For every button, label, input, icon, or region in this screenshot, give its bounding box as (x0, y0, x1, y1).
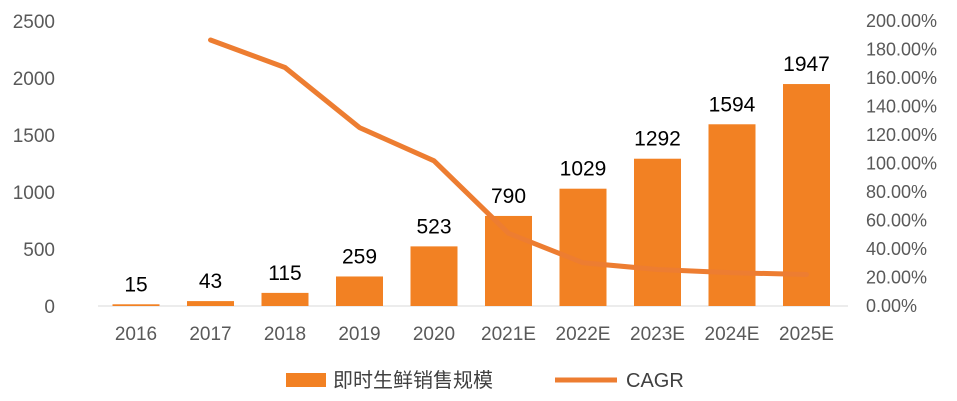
right-tick-label: 40.00% (866, 239, 927, 259)
left-tick-label: 1500 (13, 126, 55, 147)
bar-value-label: 790 (491, 185, 526, 208)
left-tick-label: 1000 (13, 183, 55, 204)
right-tick-label: 200.00% (866, 11, 937, 31)
bar-value-label: 1594 (709, 93, 756, 116)
x-tick-label: 2016 (115, 324, 157, 345)
bars (112, 84, 830, 307)
left-tick-label: 500 (23, 240, 55, 261)
bar-value-label: 15 (124, 273, 147, 296)
x-tick-label: 2020 (413, 324, 455, 345)
bar-value-label: 1292 (634, 128, 681, 151)
right-tick-label: 140.00% (866, 97, 937, 117)
bar-value-label: 115 (268, 262, 301, 285)
x-axis-labels: 2016 2017 2018 2019 2020 2021E 2022E 2023E 2024E… (115, 324, 834, 345)
x-tick-label: 2017 (189, 324, 231, 345)
cagr-line (208, 37, 809, 277)
bar-value-label: 1029 (560, 158, 607, 181)
bar-2024E (708, 124, 756, 306)
bar-2018 (261, 292, 309, 306)
x-tick-label: 2022E (556, 324, 611, 345)
x-tick-label: 2019 (338, 324, 380, 345)
right-tick-label: 60.00% (866, 211, 927, 231)
right-tick-label: 180.00% (866, 40, 937, 60)
x-tick-label: 2021E (481, 324, 536, 345)
bar-value-label: 523 (416, 215, 451, 238)
right-tick-label: 80.00% (866, 182, 927, 202)
bar-value-label: 259 (342, 245, 377, 268)
legend-line-label: CAGR (626, 370, 684, 392)
right-tick-label: 120.00% (866, 125, 937, 145)
right-tick-label: 0.00% (866, 296, 917, 316)
right-tick-label: 100.00% (866, 154, 937, 174)
left-tick-label: 2000 (13, 69, 55, 90)
right-axis: 0.00% 20.00% 40.00% 60.00% 80.00% 100.00% 120.… (866, 11, 937, 316)
bar-2021E (485, 215, 532, 306)
left-tick-label: 2500 (13, 12, 55, 33)
bar-2016 (112, 304, 160, 306)
bar-2023E (634, 158, 681, 306)
x-tick-label: 2025E (779, 324, 834, 345)
bar-labels: 15 43 115 259 523 790 1029 1292 1594 1947 (124, 53, 830, 296)
right-tick-label: 20.00% (866, 268, 927, 288)
bar-2022E (559, 188, 607, 306)
bar-2020 (410, 246, 458, 306)
legend-bar-label: 即时生鲜销售规模 (333, 369, 493, 392)
x-tick-label: 2024E (705, 324, 760, 345)
left-axis: 0 500 1000 1500 2000 2500 (13, 12, 55, 318)
right-tick-label: 160.00% (866, 68, 937, 88)
bar-2017 (187, 301, 234, 306)
x-tick-label: 2023E (630, 324, 685, 345)
bar-2019 (336, 276, 383, 306)
bar-value-label: 1947 (783, 53, 830, 76)
legend-bar-swatch (286, 373, 326, 387)
bar-value-label: 43 (199, 270, 222, 293)
bar-2025E (783, 84, 830, 307)
legend: 即时生鲜销售规模 CAGR (286, 369, 684, 392)
x-tick-label: 2018 (264, 324, 306, 345)
left-tick-label: 0 (44, 297, 55, 318)
